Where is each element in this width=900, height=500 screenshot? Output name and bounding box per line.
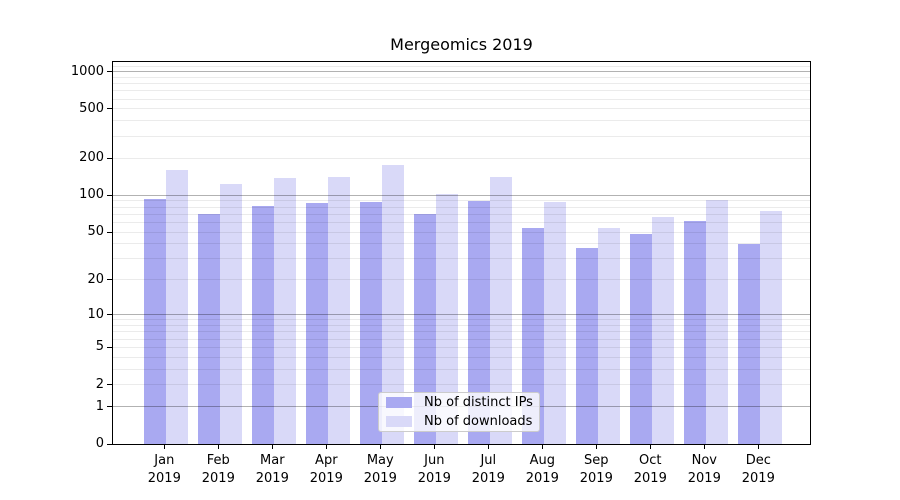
bar-distinct-ips-mar <box>252 205 275 444</box>
y-tick-mark <box>107 279 112 281</box>
x-tick-label: Apr 2019 <box>309 453 343 486</box>
chart-title: Mergeomics 2019 <box>390 35 533 54</box>
x-tick-mark <box>217 444 219 449</box>
bar-downloads-aug <box>544 202 567 444</box>
gridline-major <box>113 194 810 196</box>
bar-distinct-ips-jan <box>144 199 167 444</box>
gridline-minor <box>113 108 810 110</box>
bar-distinct-ips-sep <box>576 247 599 444</box>
legend-swatch-downloads <box>386 416 412 427</box>
legend-swatch-distinct-ips <box>386 397 412 408</box>
bar-downloads-jun <box>436 193 459 444</box>
gridline-minor <box>113 98 810 100</box>
bar-distinct-ips-apr <box>306 202 329 444</box>
legend-item: Nb of distinct IPs <box>379 394 539 411</box>
bar-downloads-jan <box>166 170 189 444</box>
gridline-minor <box>113 157 810 159</box>
x-tick-label: Sep 2019 <box>579 453 613 486</box>
y-tick-label: 0 <box>95 436 104 451</box>
y-tick-label: 5 <box>95 339 104 355</box>
y-tick-mark <box>107 194 112 196</box>
y-tick-mark <box>107 384 112 386</box>
x-tick-mark <box>703 444 705 449</box>
x-tick-label: Jul 2019 <box>471 453 505 486</box>
gridline-minor <box>113 90 810 92</box>
bar-distinct-ips-jun <box>414 213 437 444</box>
x-tick-mark <box>649 444 651 449</box>
x-tick-label: May 2019 <box>363 453 397 486</box>
bar-downloads-feb <box>220 183 243 444</box>
bar-downloads-oct <box>652 216 675 444</box>
bar-downloads-sep <box>598 228 621 444</box>
gridline-major <box>113 71 810 73</box>
x-tick-mark <box>595 444 597 449</box>
y-tick-label: 50 <box>87 224 104 240</box>
gridline-minor <box>113 120 810 122</box>
bar-downloads-jul <box>490 177 513 444</box>
y-tick-mark <box>107 314 112 316</box>
bar-distinct-ips-may <box>360 201 383 444</box>
bar-distinct-ips-oct <box>630 234 653 444</box>
gridline-minor <box>113 76 810 78</box>
y-tick-mark <box>107 71 112 73</box>
y-tick-mark <box>107 346 112 348</box>
x-tick-mark <box>541 444 543 449</box>
y-tick-mark <box>107 443 112 445</box>
legend-label: Nb of downloads <box>424 414 533 429</box>
y-tick-mark <box>107 157 112 159</box>
bar-downloads-mar <box>274 178 297 444</box>
bar-downloads-nov <box>706 200 729 444</box>
bar-downloads-dec <box>760 210 783 444</box>
y-tick-label: 1 <box>95 398 104 414</box>
y-tick-label: 2 <box>95 376 104 392</box>
x-tick-label: Mar 2019 <box>255 453 289 486</box>
x-tick-mark <box>325 444 327 449</box>
x-tick-mark <box>757 444 759 449</box>
y-tick-label: 10 <box>87 306 104 322</box>
x-tick-label: Nov 2019 <box>687 453 721 486</box>
x-tick-mark <box>487 444 489 449</box>
bar-distinct-ips-nov <box>684 220 707 444</box>
y-tick-mark <box>107 108 112 110</box>
gridline-minor <box>113 135 810 137</box>
x-tick-mark <box>433 444 435 449</box>
bar-downloads-may <box>382 165 405 444</box>
bar-distinct-ips-dec <box>738 243 761 444</box>
gridline-minor <box>113 66 810 67</box>
x-tick-label: Oct 2019 <box>633 453 667 486</box>
y-tick-label: 20 <box>87 271 104 287</box>
x-tick-label: Aug 2019 <box>525 453 559 486</box>
y-tick-label: 500 <box>79 100 104 116</box>
gridline-minor <box>113 83 810 85</box>
bar-distinct-ips-feb <box>198 214 221 444</box>
legend-item: Nb of downloads <box>379 413 539 430</box>
plot-area: Nb of distinct IPs Nb of downloads <box>112 61 811 445</box>
x-tick-label: Dec 2019 <box>741 453 775 486</box>
y-tick-mark <box>107 231 112 233</box>
y-tick-mark <box>107 406 112 408</box>
y-tick-label: 100 <box>79 187 104 203</box>
x-tick-mark <box>271 444 273 449</box>
x-tick-label: Jun 2019 <box>417 453 451 486</box>
bar-distinct-ips-aug <box>522 228 545 444</box>
bar-downloads-apr <box>328 177 351 444</box>
legend: Nb of distinct IPs Nb of downloads <box>378 392 540 432</box>
x-tick-label: Jan 2019 <box>147 453 181 486</box>
y-tick-label: 1000 <box>70 63 104 79</box>
y-tick-label: 200 <box>79 150 104 166</box>
bar-distinct-ips-jul <box>468 200 491 444</box>
x-tick-mark <box>379 444 381 449</box>
x-tick-label: Feb 2019 <box>201 453 235 486</box>
legend-label: Nb of distinct IPs <box>424 395 533 410</box>
x-tick-mark <box>163 444 165 449</box>
